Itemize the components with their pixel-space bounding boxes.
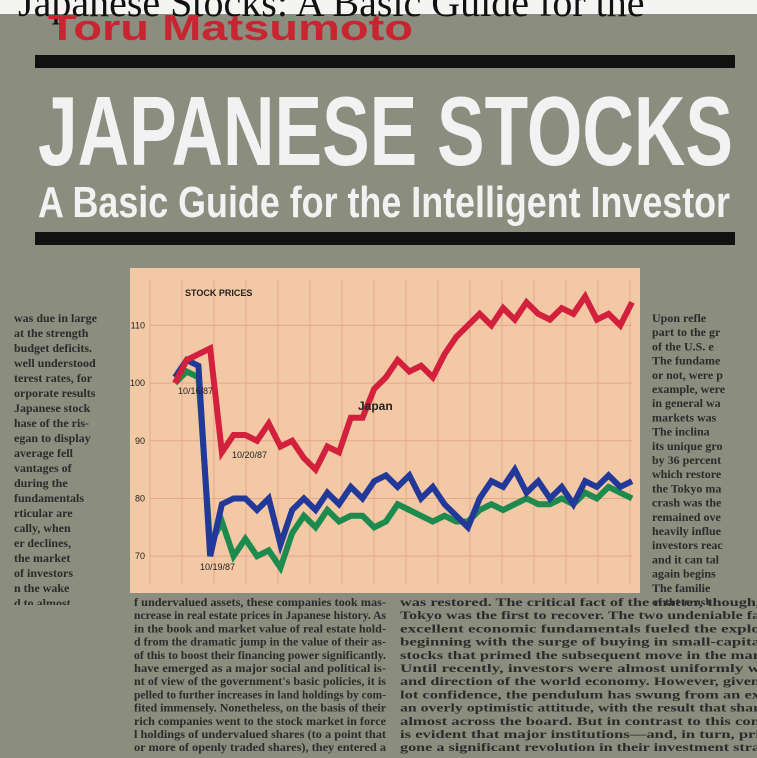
right-text-line: again begins bbox=[652, 567, 716, 581]
bottom-right-line: almost across the board. But in contrast… bbox=[400, 714, 757, 728]
book-cover: Japanese Stocks: A Basic Guide for the T… bbox=[0, 0, 757, 758]
right-text-line: The familie bbox=[652, 581, 711, 595]
y-tick-label: 90 bbox=[135, 436, 145, 446]
bottom-left-line: in the book and market value of real est… bbox=[134, 621, 386, 635]
right-text-line: crash was the bbox=[652, 496, 722, 510]
right-text-line: markets was bbox=[652, 410, 717, 424]
left-text-line: Japanese stock bbox=[14, 401, 91, 415]
right-text-line: or not, were p bbox=[652, 368, 723, 382]
left-text-line: of investors bbox=[14, 566, 73, 580]
left-text-line: cally, when bbox=[14, 521, 71, 535]
right-text-line: The fundame bbox=[652, 354, 721, 368]
rule-top bbox=[35, 55, 735, 68]
left-text-line: egan to display bbox=[14, 431, 91, 445]
right-text-line: its unique gro bbox=[652, 439, 722, 453]
bottom-left-line: of this to boost their financing power s… bbox=[134, 648, 386, 662]
right-text-line: heavily influe bbox=[652, 524, 722, 538]
right-text-line: in general wa bbox=[652, 396, 721, 410]
bottom-right-line: excellent economic fundamentals fueled t… bbox=[400, 621, 757, 635]
y-tick-label: 80 bbox=[135, 493, 145, 503]
left-text-line: rticular are bbox=[14, 506, 73, 520]
bottom-left-line: or more of openly traded shares), they e… bbox=[134, 740, 386, 754]
left-text-line: er declines, bbox=[14, 536, 71, 550]
author: Toru Matsumoto bbox=[48, 7, 413, 48]
subtitle: A Basic Guide for the Intelligent Invest… bbox=[38, 178, 730, 227]
right-text-line: by 36 percent bbox=[652, 453, 721, 467]
bottom-left-line: rich companies went to the stock market … bbox=[134, 714, 387, 728]
left-text-line: budget deficits. bbox=[14, 341, 92, 355]
left-text-line: well understood bbox=[14, 356, 96, 370]
left-text-line: average fell bbox=[14, 446, 74, 460]
bottom-right-line: gone a significant revolution in their i… bbox=[400, 740, 757, 754]
bottom-left-line: fited immensely. Nonetheless, on the bas… bbox=[134, 701, 387, 715]
right-text-line: investors reac bbox=[652, 538, 723, 552]
bottom-left-line: d from the dramatic jump in the value of… bbox=[134, 635, 386, 649]
bottom-right-line: lot confidence, the pendulum has swung f… bbox=[400, 687, 757, 701]
right-text-line: Upon refle bbox=[652, 311, 707, 325]
left-text-line: hase of the ris- bbox=[14, 416, 89, 430]
y-tick-label: 110 bbox=[131, 320, 145, 330]
bottom-right-line: Tokyo was the first to recover. The two … bbox=[400, 608, 757, 622]
left-text-line: during the bbox=[14, 476, 68, 490]
chart-title: STOCK PRICES bbox=[185, 288, 252, 298]
left-text-line: at the strength bbox=[14, 326, 89, 340]
right-text-line: of the U.S. e bbox=[652, 339, 714, 353]
left-text-line: fundamentals bbox=[14, 491, 84, 505]
bottom-right-line: was restored. The critical fact of the m… bbox=[400, 595, 757, 609]
left-text-line: vantages of bbox=[14, 461, 73, 475]
left-text-line: terest rates, for bbox=[14, 371, 93, 385]
title: JAPANESE STOCKS bbox=[38, 76, 733, 186]
series-label: Japan bbox=[358, 399, 393, 413]
bottom-left-line: have emerged as a major social and polit… bbox=[134, 661, 386, 675]
date-annotation: 10/16/87 bbox=[178, 386, 213, 396]
rule-bottom bbox=[35, 232, 735, 245]
right-text-line: remained ove bbox=[652, 510, 721, 524]
date-annotation: 10/19/87 bbox=[200, 562, 235, 572]
right-text-line: part to the gr bbox=[652, 325, 721, 339]
right-text-line: The inclina bbox=[652, 425, 710, 439]
bottom-text: f undervalued assets, these companies to… bbox=[134, 595, 757, 754]
bottom-right-line: and direction of the world economy. Howe… bbox=[400, 674, 757, 688]
y-tick-label: 100 bbox=[130, 378, 145, 388]
right-text-line: example, were bbox=[652, 382, 726, 396]
bottom-right-line: an overly optimistic attitude, with the … bbox=[400, 701, 757, 715]
left-text-line: the market bbox=[14, 551, 70, 565]
bottom-left-line: nt of view of the government's basic pol… bbox=[134, 674, 386, 688]
date-annotation: 10/20/87 bbox=[232, 450, 267, 460]
left-text-line: n the wake bbox=[14, 581, 70, 595]
bottom-right-line: stocks that primed the subsequent move i… bbox=[400, 648, 757, 662]
right-text-line: the Tokyo ma bbox=[652, 481, 721, 495]
right-text-line: which restore bbox=[652, 467, 722, 481]
left-text-line: was due in large bbox=[14, 311, 98, 325]
left-text-line: orporate results bbox=[14, 386, 96, 400]
right-text-line: and it can tal bbox=[652, 552, 720, 566]
bottom-left-line: f undervalued assets, these companies to… bbox=[134, 595, 386, 609]
bottom-right-line: is evident that major institutions—and, … bbox=[400, 727, 757, 741]
y-tick-label: 70 bbox=[135, 551, 145, 561]
bottom-right-line: beginning with the surge of buying in sm… bbox=[400, 635, 757, 649]
bottom-right-line: Until recently, investors were almost un… bbox=[400, 661, 757, 675]
bottom-left-line: pelled to further increases in land hold… bbox=[134, 687, 386, 701]
bottom-left-line: l holdings of undervalued shares (to a p… bbox=[134, 727, 386, 741]
bottom-left-line: ncrease in real estate prices in Japanes… bbox=[134, 608, 386, 622]
